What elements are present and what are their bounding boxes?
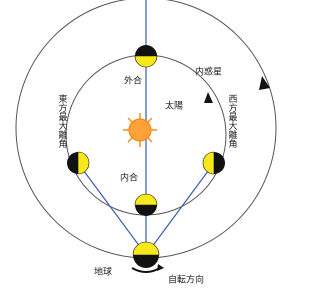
label: 太陽	[165, 100, 183, 112]
label: 内合	[120, 172, 138, 184]
label: 内惑星	[195, 66, 222, 78]
diagram: 外合 内惑星 太陽 内合 地球 自転方向 東方最大離角 西方最大離角	[0, 0, 288, 290]
label: 西方最大離角	[227, 94, 238, 149]
label: 地球	[94, 266, 112, 278]
label: 外合	[124, 75, 142, 87]
label: 自転方向	[168, 274, 204, 286]
label: 東方最大離角	[57, 93, 68, 149]
sun	[123, 113, 157, 147]
arrows	[132, 76, 270, 272]
